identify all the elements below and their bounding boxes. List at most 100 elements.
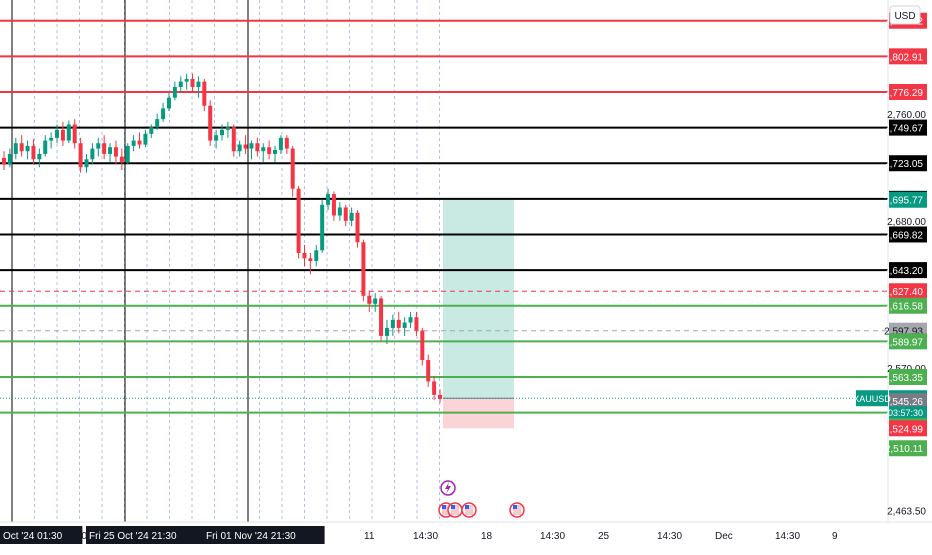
candle-body bbox=[214, 135, 219, 141]
time-tick: 11 bbox=[364, 531, 375, 542]
candle-body bbox=[149, 127, 154, 134]
candle bbox=[202, 78, 207, 112]
time-tick: 6 bbox=[295, 531, 301, 542]
candle-body bbox=[66, 124, 71, 141]
candle bbox=[414, 311, 419, 336]
level-price-label[interactable]: 2,749.67 bbox=[884, 119, 927, 136]
currency-label[interactable]: USD bbox=[889, 5, 921, 25]
candle-body bbox=[19, 143, 24, 152]
time-axis[interactable]: Oct '24 01:30 13:30 Fri 25 Oct '24 21:30 Fr… bbox=[0, 526, 838, 544]
candle bbox=[184, 73, 189, 90]
level-price-label[interactable]: 2,669.82 bbox=[884, 226, 927, 243]
candle bbox=[243, 135, 248, 154]
time-tick-highlight[interactable]: Oct '24 01:30 bbox=[0, 526, 83, 544]
candle bbox=[402, 317, 407, 336]
candle bbox=[337, 202, 342, 221]
candle bbox=[55, 124, 60, 144]
candle bbox=[25, 140, 30, 160]
level-price-label[interactable]: 2,627.40 bbox=[884, 283, 927, 300]
level-price-label-bg bbox=[889, 297, 927, 314]
candle-body bbox=[361, 242, 366, 296]
marker-price-label[interactable]: 2,695.77 bbox=[884, 191, 927, 208]
candle-body bbox=[273, 149, 278, 154]
candle bbox=[290, 145, 295, 197]
flag-canton bbox=[513, 505, 517, 509]
candle-body bbox=[13, 143, 18, 154]
marker-price-label[interactable]: 2,524.99 bbox=[884, 420, 927, 437]
candle bbox=[37, 148, 42, 168]
candle-body bbox=[384, 327, 389, 336]
candle bbox=[278, 135, 283, 154]
marker-price-label[interactable]: 2,545.26 bbox=[884, 393, 927, 410]
profit-zone[interactable] bbox=[443, 199, 514, 399]
candle-body bbox=[208, 105, 213, 141]
candle bbox=[166, 92, 171, 112]
candle-body bbox=[314, 250, 319, 261]
time-tick-highlight[interactable]: Fri 01 Nov '24 21:30 bbox=[203, 526, 325, 544]
countdown-label[interactable]: 03:57:30 bbox=[888, 406, 927, 419]
us-flag-icon[interactable] bbox=[509, 502, 525, 518]
candle bbox=[90, 143, 95, 165]
candle-body bbox=[243, 144, 248, 149]
candle-body bbox=[125, 145, 130, 162]
us-flag-icon[interactable] bbox=[447, 502, 463, 518]
candle bbox=[78, 137, 83, 173]
level-price-label[interactable]: 2,723.05 bbox=[884, 155, 927, 172]
candle-body bbox=[37, 153, 42, 160]
candle-body bbox=[379, 298, 384, 336]
level-price-label-bg bbox=[889, 48, 927, 65]
candle-body bbox=[290, 148, 295, 189]
candle-body bbox=[102, 143, 107, 154]
level-price-label[interactable]: 2,589.97 bbox=[884, 333, 927, 350]
candle bbox=[438, 389, 442, 403]
level-price-label[interactable]: 2,563.35 bbox=[884, 368, 927, 385]
level-price-label-bg bbox=[889, 83, 927, 100]
candle bbox=[320, 199, 325, 253]
candle-body bbox=[438, 394, 442, 399]
candle bbox=[2, 151, 6, 170]
level-price-label[interactable]: 2,776.29 bbox=[884, 83, 927, 100]
economic-events[interactable] bbox=[438, 480, 525, 518]
candle bbox=[131, 135, 136, 152]
candle bbox=[113, 140, 118, 165]
candle-body bbox=[390, 319, 395, 328]
marker-price-label[interactable]: 2,510.11 bbox=[885, 440, 927, 457]
candle bbox=[13, 137, 18, 160]
candle bbox=[267, 140, 272, 160]
candle bbox=[420, 327, 425, 366]
candle bbox=[214, 129, 219, 149]
level-price-label[interactable]: 2,616.58 bbox=[884, 297, 927, 314]
candle-body bbox=[108, 147, 113, 154]
lightning-icon[interactable] bbox=[440, 480, 456, 496]
candle bbox=[143, 129, 148, 148]
candle-body bbox=[96, 143, 101, 149]
time-tick: 14:30 bbox=[775, 531, 800, 542]
level-price-label-bg bbox=[889, 262, 927, 279]
price-axis[interactable]: 2,760.002,680.002,570.002,463.502,829.52… bbox=[853, 12, 927, 518]
flag-stripes bbox=[465, 505, 473, 515]
candle bbox=[326, 188, 331, 211]
candle bbox=[314, 244, 319, 267]
candle-body bbox=[137, 140, 142, 145]
us-flag-icon[interactable] bbox=[461, 502, 477, 518]
candle-body bbox=[143, 133, 148, 145]
flag-canton bbox=[442, 505, 446, 509]
candle bbox=[149, 124, 154, 138]
candle bbox=[7, 148, 12, 168]
candle bbox=[172, 81, 177, 101]
time-tick-bg bbox=[203, 526, 325, 544]
level-price-label-text: 2,643.20 bbox=[884, 266, 923, 277]
candle-body bbox=[426, 360, 431, 382]
candle-body bbox=[231, 127, 236, 152]
candle bbox=[208, 100, 213, 146]
level-price-label[interactable]: 2,643.20 bbox=[884, 262, 927, 279]
level-price-label[interactable]: 2,802.91 bbox=[884, 48, 927, 65]
horizontal-levels[interactable] bbox=[0, 19, 888, 414]
currency-text: USD bbox=[894, 11, 915, 22]
symbol-tag[interactable]: XAUUSD bbox=[853, 390, 891, 407]
candle bbox=[379, 295, 384, 342]
time-tick-highlight[interactable]: Fri 25 Oct '24 21:30 bbox=[86, 526, 208, 544]
candle-body bbox=[255, 143, 260, 152]
